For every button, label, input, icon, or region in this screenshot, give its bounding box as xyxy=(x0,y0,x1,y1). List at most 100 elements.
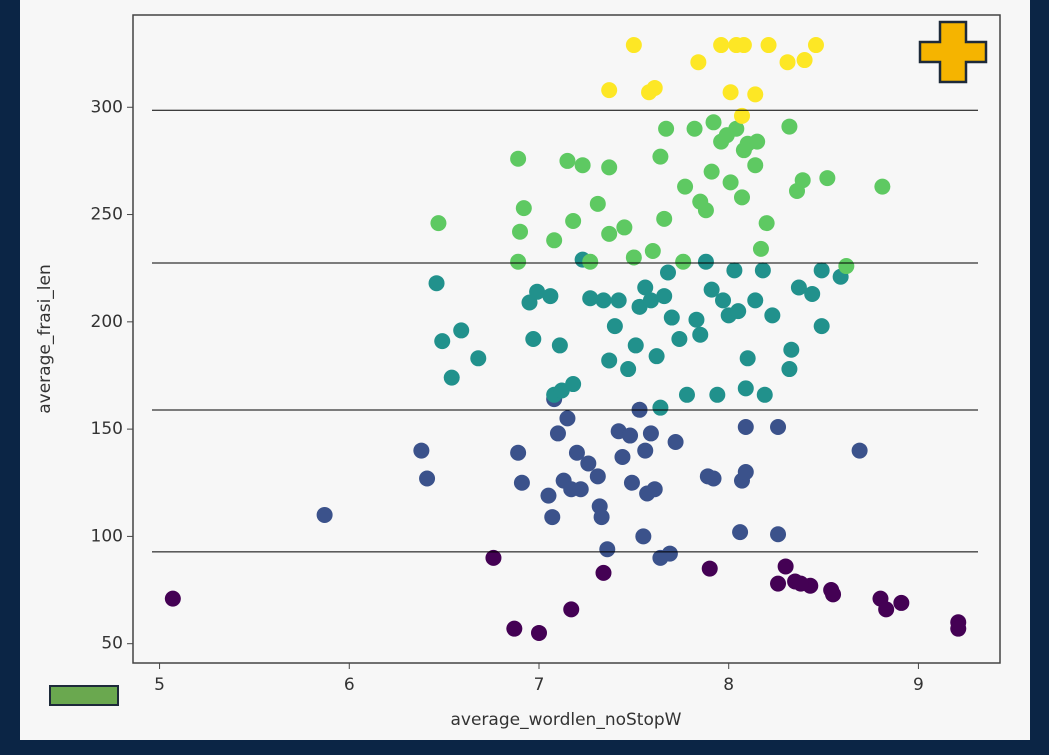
point xyxy=(627,337,644,354)
point xyxy=(656,210,673,227)
point xyxy=(595,292,612,309)
point xyxy=(625,37,642,54)
plot-area xyxy=(164,37,967,641)
point xyxy=(807,37,824,54)
point xyxy=(646,79,663,96)
point xyxy=(737,464,754,481)
point xyxy=(697,253,714,270)
point xyxy=(413,442,430,459)
point xyxy=(705,114,722,131)
y-tick-label: 50 xyxy=(101,634,123,654)
point xyxy=(656,288,673,305)
point xyxy=(758,215,775,232)
y-tick-label: 100 xyxy=(91,526,123,546)
point xyxy=(549,425,566,442)
point xyxy=(430,215,447,232)
point xyxy=(754,262,771,279)
point xyxy=(419,470,436,487)
axes-frame xyxy=(132,14,1001,664)
point xyxy=(623,474,640,491)
point xyxy=(690,54,707,71)
x-tick-label: 9 xyxy=(913,675,924,695)
point xyxy=(781,118,798,135)
point xyxy=(529,283,546,300)
point xyxy=(164,590,181,607)
point xyxy=(601,225,618,242)
point xyxy=(601,159,618,176)
point xyxy=(796,52,813,69)
point xyxy=(705,470,722,487)
point xyxy=(601,352,618,369)
point xyxy=(652,148,669,165)
point xyxy=(606,318,623,335)
x-tick-label: 5 xyxy=(154,675,165,695)
point xyxy=(595,564,612,581)
point xyxy=(752,240,769,257)
point xyxy=(671,331,688,347)
point xyxy=(512,223,529,240)
point xyxy=(713,37,730,54)
point xyxy=(622,427,639,444)
point xyxy=(635,528,652,545)
point xyxy=(790,279,807,296)
point xyxy=(678,386,695,403)
point xyxy=(722,84,739,101)
point xyxy=(659,264,676,281)
point xyxy=(728,120,745,137)
add-button[interactable] xyxy=(918,20,988,84)
point xyxy=(599,541,616,558)
point xyxy=(701,560,718,577)
point xyxy=(747,86,764,103)
green-button[interactable] xyxy=(49,685,119,706)
point xyxy=(794,172,811,189)
point xyxy=(593,509,610,526)
point xyxy=(813,318,830,335)
point xyxy=(661,545,678,562)
point xyxy=(568,444,585,461)
point xyxy=(703,281,720,298)
point xyxy=(747,292,764,309)
point xyxy=(572,481,589,498)
point xyxy=(610,292,627,309)
point xyxy=(749,133,766,150)
point xyxy=(874,178,891,195)
point xyxy=(559,410,576,427)
point xyxy=(620,361,637,378)
point xyxy=(625,249,642,266)
point xyxy=(675,253,692,270)
point xyxy=(316,506,333,523)
y-tick-label: 200 xyxy=(91,312,123,332)
point xyxy=(688,311,705,328)
point xyxy=(582,253,599,270)
point xyxy=(733,189,750,206)
point xyxy=(546,232,563,249)
point xyxy=(764,307,781,324)
point xyxy=(878,601,895,618)
y-axis-label: average_frasi_len xyxy=(35,264,55,414)
point xyxy=(616,219,633,236)
x-axis-label: average_wordlen_noStopW xyxy=(451,710,682,730)
point xyxy=(589,468,606,485)
point xyxy=(686,120,703,137)
point xyxy=(770,526,787,543)
point xyxy=(589,195,606,212)
point xyxy=(838,258,855,275)
panel xyxy=(20,0,1030,740)
point xyxy=(644,243,661,260)
point xyxy=(692,326,709,343)
point xyxy=(551,337,568,354)
point xyxy=(732,524,749,541)
point xyxy=(453,322,470,339)
point xyxy=(637,442,654,459)
point xyxy=(677,178,694,195)
point xyxy=(663,309,680,326)
point xyxy=(510,150,527,167)
point xyxy=(542,288,559,305)
point xyxy=(648,348,665,365)
point xyxy=(779,54,796,71)
point xyxy=(739,350,756,367)
point xyxy=(777,558,794,575)
point xyxy=(434,333,451,350)
point xyxy=(510,253,527,270)
